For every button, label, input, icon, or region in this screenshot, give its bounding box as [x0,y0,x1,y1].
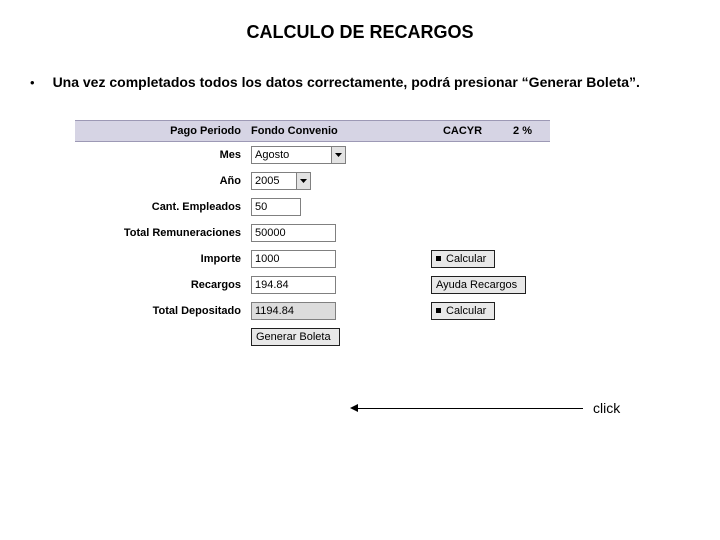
page-title: CALCULO DE RECARGOS [0,0,720,43]
header-cacyr: CACYR [430,125,495,137]
header-fondo-convenio: Fondo Convenio [247,125,430,137]
bullet-marker: • [30,75,35,92]
instruction-bullet: • Una vez completados todos los datos co… [0,73,720,92]
header-percent: 2 % [495,125,550,137]
bullet-text: Una vez completados todos los datos corr… [53,73,640,92]
select-anio-value: 2005 [255,175,279,187]
select-mes-value: Agosto [255,149,289,161]
input-recargos[interactable] [251,276,336,294]
label-total-depositado: Total Depositado [75,305,247,317]
click-annotation: click [350,400,620,416]
input-cant-empleados[interactable] [251,198,301,216]
select-mes[interactable]: Agosto [251,146,346,164]
label-anio: Año [75,175,247,187]
ayuda-recargos-button[interactable]: Ayuda Recargos [431,276,526,294]
calcular-total-button[interactable]: Calcular [431,302,495,320]
calcular-importe-button[interactable]: Calcular [431,250,495,268]
input-importe[interactable] [251,250,336,268]
chevron-down-icon[interactable] [331,147,345,163]
arrow-line [358,408,583,409]
select-anio[interactable]: 2005 [251,172,311,190]
generar-boleta-button[interactable]: Generar Boleta [251,328,340,346]
label-total-remuneraciones: Total Remuneraciones [75,227,247,239]
label-mes: Mes [75,149,247,161]
label-cant-empleados: Cant. Empleados [75,201,247,213]
form-header-row: Pago Periodo Fondo Convenio CACYR 2 % [75,120,550,142]
input-total-remuneraciones[interactable] [251,224,336,242]
click-label: click [593,400,620,416]
header-pago-periodo: Pago Periodo [75,125,247,137]
label-importe: Importe [75,253,247,265]
arrow-left-icon [350,404,358,412]
chevron-down-icon[interactable] [296,173,310,189]
input-total-depositado [251,302,336,320]
label-recargos: Recargos [75,279,247,291]
form-region: Pago Periodo Fondo Convenio CACYR 2 % Me… [75,120,720,350]
